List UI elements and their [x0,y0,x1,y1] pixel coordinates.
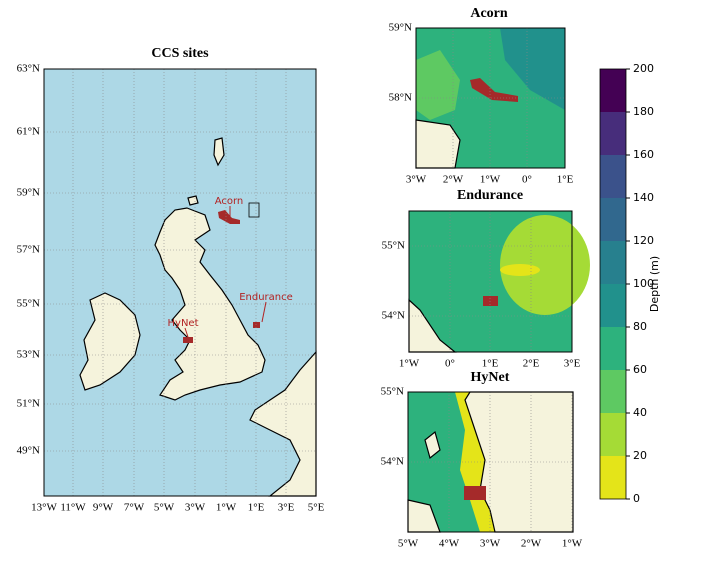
colorbar-tick-label: 60 [633,363,647,376]
lat-label: 51°N [17,398,40,410]
map-title: Endurance [457,188,523,203]
lat-label: 49°N [17,445,40,457]
lon-label: 3°W [480,538,501,550]
lon-label: 0° [522,174,532,186]
lat-label: 59°N [389,22,412,34]
lon-label: 3°W [185,502,206,514]
colorbar-segment [600,456,626,499]
endurance-arrow [261,301,267,323]
lat-label: 57°N [17,244,40,256]
acorn-site [218,210,240,224]
ireland [79,292,141,391]
colorbar-tick-label: 120 [633,234,654,247]
lat-label: 54°N [381,456,404,468]
lon-label: 1°E [557,174,574,186]
map-title: HyNet [471,370,510,385]
colorbar-segment [600,327,626,370]
lon-label: 2°W [443,174,464,186]
map-title: CCS sites [151,46,209,61]
site-label: Endurance [239,292,293,303]
lon-label: 1°W [216,502,237,514]
endurance-map [408,211,590,353]
lon-label: 3°E [278,502,295,514]
endurance-site [483,296,498,306]
lon-label: 1°E [482,358,499,370]
lat-label: 55°N [382,240,405,252]
lon-label: 7°W [124,502,145,514]
colorbar-segment [600,413,626,456]
map-title: Acorn [470,6,508,21]
lat-label: 53°N [17,349,40,361]
lon-label: 1°W [562,538,583,550]
colorbar-segment [600,284,626,327]
deep-area [500,28,565,110]
colorbar-tick-label: 180 [633,105,654,118]
lat-label: 59°N [17,187,40,199]
map-frame [407,391,574,533]
colorbar-tick-label: 140 [633,191,654,204]
lon-label: 5°W [154,502,175,514]
lon-label: 13°W [31,502,57,514]
lat-label: 58°N [389,92,412,104]
main-map [44,69,317,497]
lon-label: 1°W [399,358,420,370]
colorbar-segment [600,69,626,112]
hynet-site [183,337,193,343]
lat-label: 55°N [381,386,404,398]
lat-label: 61°N [17,126,40,138]
hynet-site [464,486,486,500]
lon-label: 9°W [93,502,114,514]
map-frame [408,210,573,353]
hynet-arrow [184,327,189,338]
lon-label: 2°E [523,358,540,370]
lat-label: 55°N [17,298,40,310]
endurance-site [253,322,260,328]
site-label: HyNet [168,318,199,329]
site-label: Acorn [215,196,244,207]
lon-label: 3°E [564,358,581,370]
colorbar-tick-label: 100 [633,277,654,290]
colorbar-segment [600,198,626,241]
acorn-site [470,78,518,102]
colorbar-segment [600,155,626,198]
map-frame [415,27,566,169]
colorbar-tick-label: 0 [633,492,640,505]
shetland [213,137,225,167]
lon-label: 5°E [308,502,325,514]
lon-label: 5°W [398,538,419,550]
shallow-area [416,50,460,120]
lat-label: 54°N [382,310,405,322]
colorbar-label: Depth (m) [648,256,661,312]
colorbar-tick-label: 20 [633,449,647,462]
lon-label: 4°W [439,538,460,550]
isle-of-man [424,430,441,460]
lon-label: 1°W [480,174,501,186]
lon-label: 1°E [248,502,265,514]
colorbar-tick-label: 200 [633,62,654,75]
acorn-map [415,28,565,169]
map-frame [43,68,317,497]
lon-label: 2°W [521,538,542,550]
colorbar-tick-label: 40 [633,406,647,419]
colorbar-tick-label: 80 [633,320,647,333]
shallow-area [500,215,590,315]
colorbar-segment [600,112,626,155]
colorbar-segment [600,370,626,413]
lon-label: 3°W [406,174,427,186]
lon-label: 11°W [60,502,86,514]
lon-label: 0° [445,358,455,370]
lat-label: 63°N [17,63,40,75]
licence-block [248,202,260,218]
colorbar-segment [600,241,626,284]
dogger-bank [500,264,540,276]
orkney [187,195,199,206]
colorbar-tick-label: 160 [633,148,654,161]
